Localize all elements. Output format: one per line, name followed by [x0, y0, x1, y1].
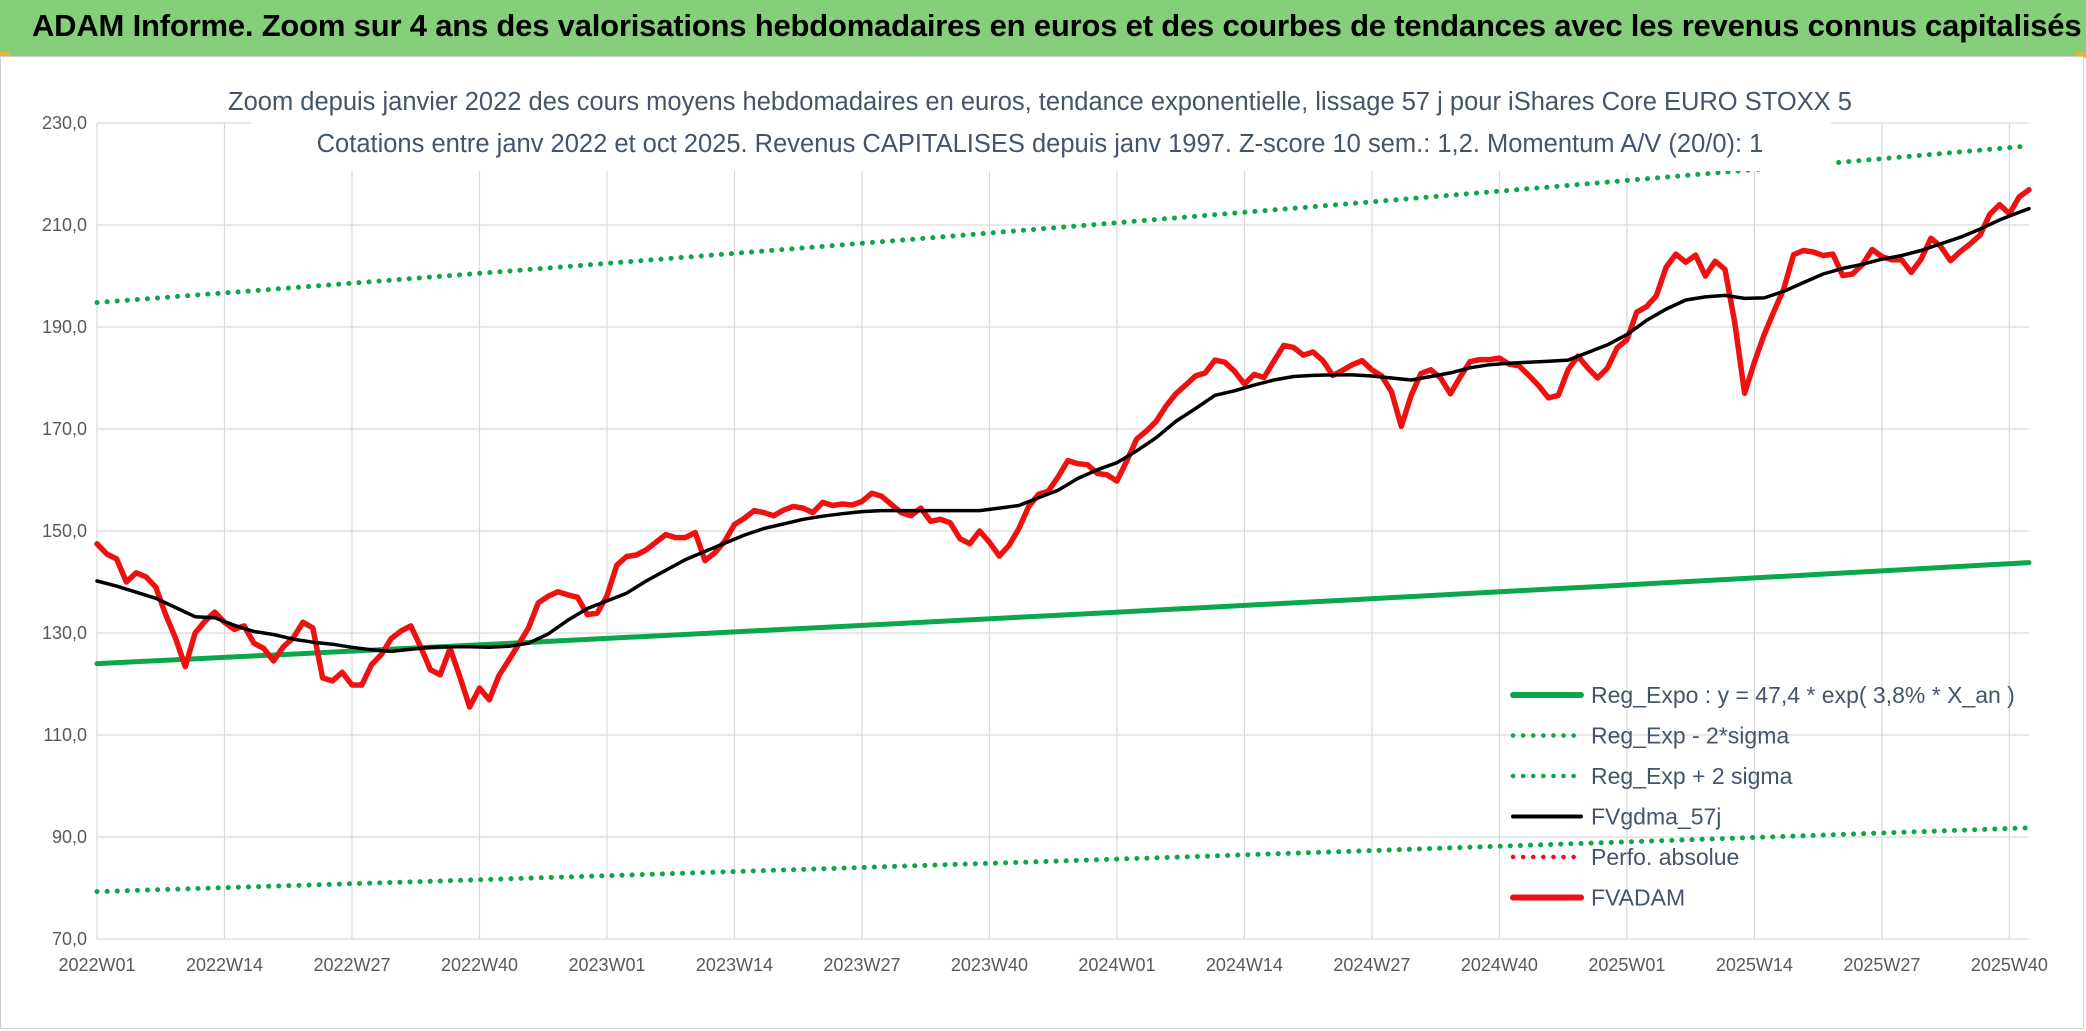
x-tick-label: 2022W01 [58, 955, 135, 975]
x-tick-label: 2023W40 [951, 955, 1028, 975]
x-tick-label: 2023W01 [568, 955, 645, 975]
y-tick-label: 230,0 [42, 113, 87, 133]
corner-accent [0, 52, 10, 58]
x-tick-label: 2022W40 [441, 955, 518, 975]
x-tick-label: 2025W27 [1843, 955, 1920, 975]
chart-title-line-1: Zoom depuis janvier 2022 des cours moyen… [228, 88, 1852, 116]
y-tick-label: 190,0 [42, 317, 87, 337]
y-tick-label: 70,0 [52, 929, 87, 949]
x-tick-label: 2024W01 [1078, 955, 1155, 975]
chart-title-line-2: Cotations entre janv 2022 et oct 2025. R… [317, 130, 1764, 158]
series-line-fvgdma [95, 206, 2031, 654]
legend-label-reg_expo: Reg_Expo : y = 47,4 * exp( 3,8% * X_an ) [1591, 682, 2015, 708]
series-line-reg_minus [94, 825, 2032, 895]
corner-accent [2076, 52, 2086, 58]
x-tick-label: 2024W27 [1333, 955, 1410, 975]
report-title: ADAM Informe. Zoom sur 4 ans des valoris… [32, 8, 2082, 43]
legend-label-fvgdma: FVgdma_57j [1591, 804, 1721, 830]
horizontal-gridlines [97, 122, 2029, 940]
title-background [251, 79, 1831, 171]
legend-label-fvadam: FVADAM [1591, 885, 1685, 911]
y-tick-label: 130,0 [42, 623, 87, 643]
chart-legend: Reg_Expo : y = 47,4 * exp( 3,8% * X_an )… [1510, 682, 2015, 911]
y-tick-label: 150,0 [42, 521, 87, 541]
series-line-fvadam [94, 187, 2032, 710]
x-tick-label: 2023W14 [696, 955, 773, 975]
x-tick-label: 2022W14 [186, 955, 263, 975]
y-tick-label: 170,0 [42, 419, 87, 439]
line-chart: 70,0 90,0 110,0 130,0 150,0 170,0 190,0 210,0 23… [42, 79, 2048, 975]
x-tick-label: 2024W40 [1461, 955, 1538, 975]
chart-area: 70,0 90,0 110,0 130,0 150,0 170,0 190,0 210,0 23… [0, 56, 2084, 1029]
x-axis-tick-labels: 2022W01 2022W14 2022W27 2022W40 2023W01 2023W… [58, 955, 2047, 975]
chart-title: Zoom depuis janvier 2022 des cours moyen… [228, 79, 1852, 171]
vertical-gridlines [96, 123, 2010, 939]
report-banner: ADAM Informe. Zoom sur 4 ans des valoris… [0, 0, 2086, 56]
series-line-reg_plus [94, 143, 2032, 305]
series-lines [94, 143, 2032, 895]
x-tick-label: 2022W27 [313, 955, 390, 975]
x-tick-label: 2024W14 [1206, 955, 1283, 975]
y-axis-tick-labels: 70,0 90,0 110,0 130,0 150,0 170,0 190,0 210,0 23… [42, 113, 87, 949]
legend-label-reg_plus: Reg_Exp + 2 sigma [1591, 763, 1793, 789]
legend-label-reg_minus: Reg_Exp - 2*sigma [1591, 723, 1789, 749]
x-tick-label: 2025W14 [1716, 955, 1793, 975]
x-tick-label: 2025W40 [1971, 955, 2048, 975]
legend-label-perfo: Perfo. absolue [1591, 844, 1739, 870]
y-tick-label: 110,0 [43, 725, 87, 745]
y-tick-label: 210,0 [42, 215, 87, 235]
y-tick-label: 90,0 [52, 827, 87, 847]
x-tick-label: 2023W27 [823, 955, 900, 975]
x-tick-label: 2025W01 [1588, 955, 1665, 975]
